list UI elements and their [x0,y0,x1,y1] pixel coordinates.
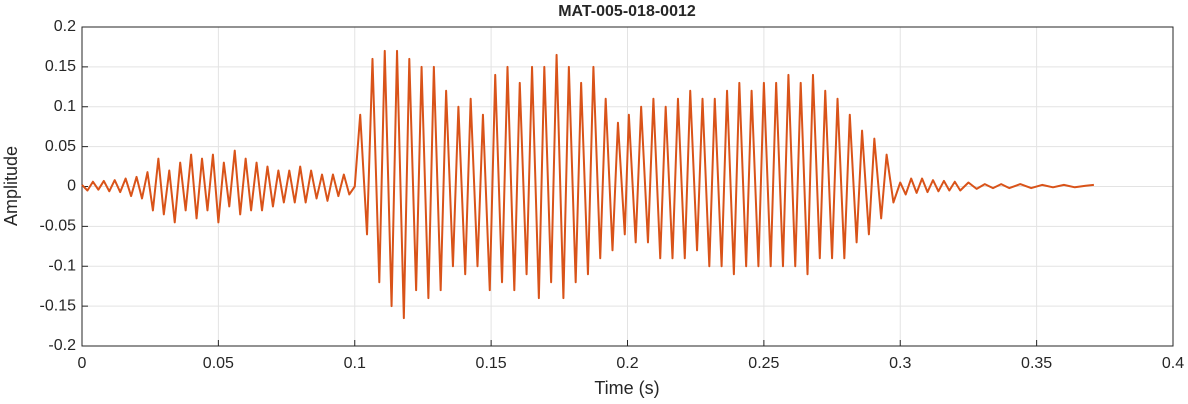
x-tick-label: 0.1 [344,355,366,372]
waveform-line [81,49,1094,320]
y-tick-label: -0.15 [40,297,77,314]
plot-frame [81,26,1174,347]
y-tick-label: 0.2 [54,18,76,35]
x-tick-label: 0 [78,355,87,372]
x-tick-label: 0.35 [1021,355,1052,372]
x-tick-label: 0.15 [476,355,507,372]
y-tick-label: -0.1 [48,257,76,274]
x-tick-label: 0.05 [203,355,234,372]
x-tick-label: 0.2 [616,355,638,372]
y-tick-label: 0.1 [54,98,76,115]
x-tick-label: 0.25 [748,355,779,372]
y-tick-label: 0.15 [45,58,76,75]
y-axis-label: Amplitude [1,146,21,226]
chart-title: MAT-005-018-0012 [558,3,696,20]
x-tick-label: 0.4 [1162,355,1184,372]
y-tick-label: 0.05 [45,138,76,155]
x-axis-label: Time (s) [594,378,659,398]
y-tick-label: -0.05 [40,218,77,235]
y-tick-label: 0 [67,178,76,195]
y-tick-label: -0.2 [48,337,76,354]
x-tick-label: 0.3 [889,355,911,372]
